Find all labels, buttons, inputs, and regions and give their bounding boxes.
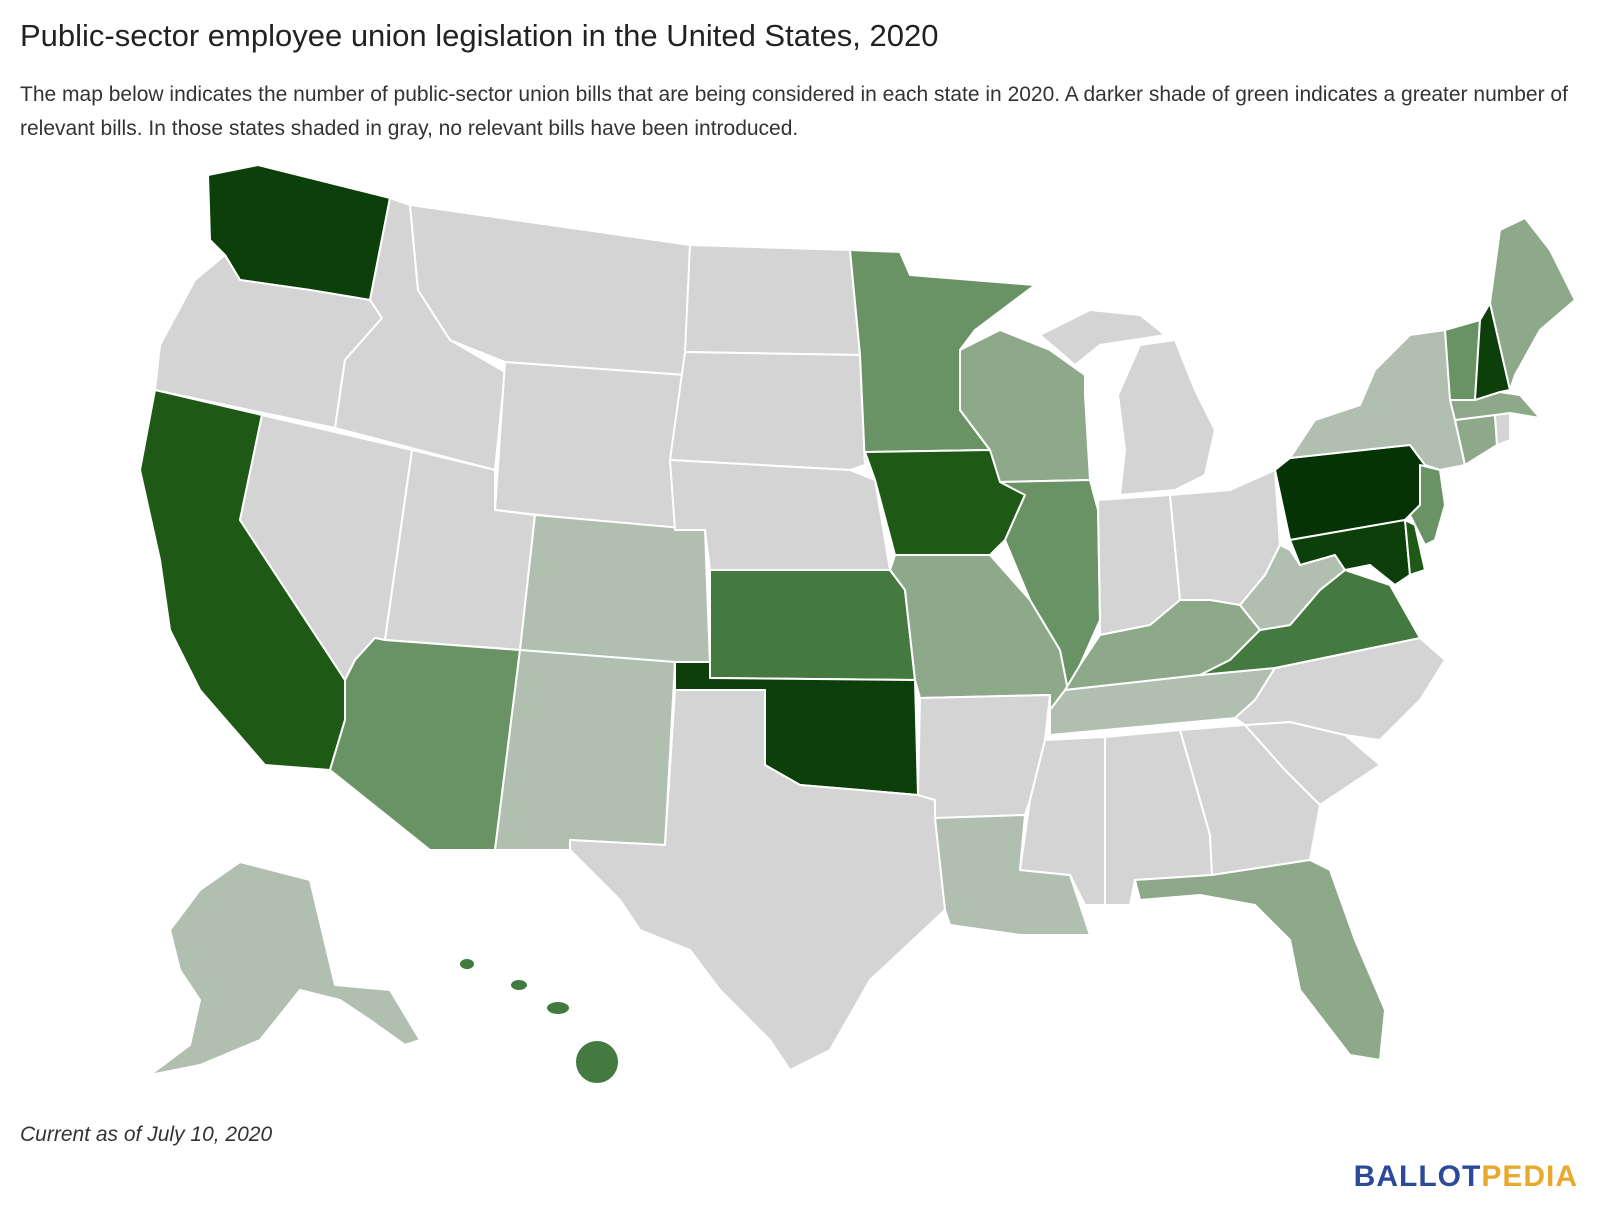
state-CO[interactable] [519,514,711,666]
state-RI[interactable] [1494,412,1511,446]
state-HI-island-3[interactable] [509,978,529,992]
state-MI[interactable] [1117,339,1216,496]
state-HI-island-4[interactable] [458,957,476,971]
state-MI-UP[interactable] [1039,309,1166,366]
state-LA[interactable] [934,814,1091,936]
state-DE[interactable] [1404,519,1426,576]
state-NH[interactable] [1474,302,1511,401]
us-state-map [139,164,1576,1085]
state-SD[interactable] [669,351,866,471]
state-TX[interactable] [569,689,946,1071]
state-AZ[interactable] [329,637,521,851]
current-as-of-note: Current as of July 10, 2020 [20,1123,273,1146]
state-NY[interactable] [1289,329,1466,471]
state-FL[interactable] [1134,859,1386,1061]
map-title: Public-sector employee union legislation… [20,18,939,53]
state-ME[interactable] [1489,217,1576,391]
logo-part-pedia: PEDIA [1481,1160,1578,1193]
state-WY[interactable] [494,361,686,531]
logo-part-ballot: BALLOT [1353,1160,1482,1193]
state-WI[interactable] [959,329,1091,483]
state-HI[interactable] [574,1039,620,1085]
ballotpedia-logo[interactable]: BALLOTPEDIA [1354,1160,1578,1194]
state-AK[interactable] [149,861,421,1076]
state-HI-island-2[interactable] [545,1000,571,1016]
state-NC[interactable] [1234,637,1446,741]
map-subtitle: The map below indicates the number of pu… [20,83,1568,140]
state-ND[interactable] [684,244,861,356]
state-NJ[interactable] [1409,464,1446,546]
state-KS[interactable] [709,569,916,681]
state-NM[interactable] [494,649,676,851]
